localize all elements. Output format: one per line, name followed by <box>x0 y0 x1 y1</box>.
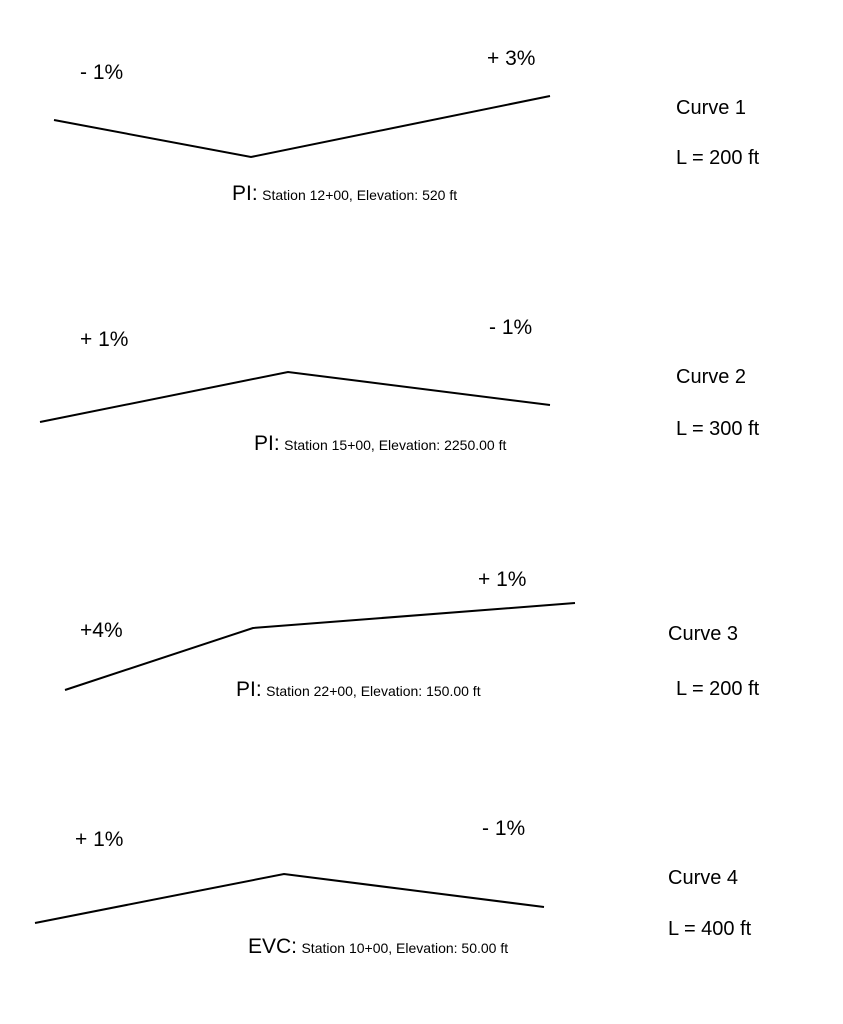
grade-lines-1 <box>53 95 551 159</box>
curve-panel-3: +4% + 1% Curve 3 L = 200 ft PI: Station … <box>0 512 843 762</box>
curve-length-2: L = 300 ft <box>676 418 760 440</box>
grade-lines-3 <box>64 602 576 691</box>
point-type-label-4: EVC: <box>248 935 298 958</box>
curve-name-1: Curve 1 <box>676 97 747 119</box>
curve-name-2: Curve 2 <box>676 366 747 388</box>
grade-out-label-2: - 1% <box>489 316 533 339</box>
point-detail-label-3: Station 22+00, Elevation: 150.00 ft <box>266 683 481 699</box>
grade-in-label-4: + 1% <box>75 828 124 851</box>
grade-out-label-3: + 1% <box>478 568 527 591</box>
point-detail-label-1: Station 12+00, Elevation: 520 ft <box>262 187 458 203</box>
vertical-curve-profile-4 <box>34 872 545 924</box>
grade-in-label-2: + 1% <box>80 328 129 351</box>
vertical-curve-profile-3 <box>64 602 576 691</box>
curve-panel-2: + 1% - 1% Curve 2 L = 300 ft PI: Station… <box>0 256 843 506</box>
point-detail-label-4: Station 10+00, Elevation: 50.00 ft <box>301 940 509 956</box>
point-info-2: PI: Station 15+00, Elevation: 2250.00 ft <box>254 433 506 454</box>
vertical-curve-profile-2 <box>39 370 551 423</box>
point-info-1: PI: Station 12+00, Elevation: 520 ft <box>232 183 457 204</box>
point-type-label-3: PI: <box>236 678 262 701</box>
grade-lines-2 <box>39 370 551 423</box>
vertical-curve-profile-1 <box>53 95 551 159</box>
point-info-4: EVC: Station 10+00, Elevation: 50.00 ft <box>248 936 508 957</box>
point-detail-label-2: Station 15+00, Elevation: 2250.00 ft <box>284 437 507 453</box>
curve-length-3: L = 200 ft <box>676 678 760 700</box>
grade-in-label-3: +4% <box>80 619 123 642</box>
curve-name-4: Curve 4 <box>668 867 739 889</box>
curve-name-3: Curve 3 <box>668 623 739 645</box>
curve-panel-4: + 1% - 1% Curve 4 L = 400 ft EVC: Statio… <box>0 768 843 1018</box>
grade-out-label-4: - 1% <box>482 817 526 840</box>
curve-panel-1: - 1% + 3% Curve 1 L = 200 ft PI: Station… <box>0 0 843 250</box>
point-type-label-2: PI: <box>254 432 280 455</box>
point-type-label-1: PI: <box>232 182 258 205</box>
grade-out-label-1: + 3% <box>487 47 536 70</box>
grade-lines-4 <box>34 872 545 924</box>
grade-in-label-1: - 1% <box>80 61 124 84</box>
curve-length-4: L = 400 ft <box>668 918 752 940</box>
curve-length-1: L = 200 ft <box>676 147 760 169</box>
point-info-3: PI: Station 22+00, Elevation: 150.00 ft <box>236 679 481 700</box>
